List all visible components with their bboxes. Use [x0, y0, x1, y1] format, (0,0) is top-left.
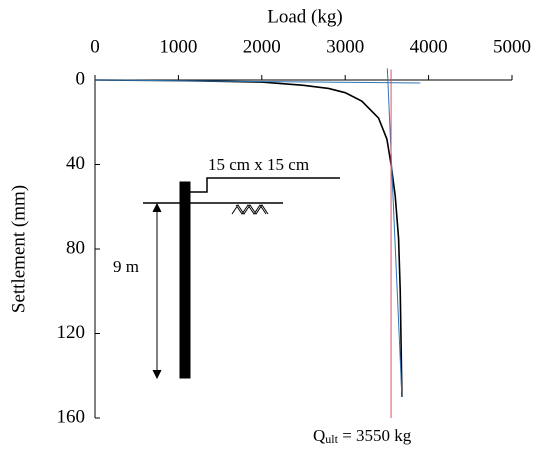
- y-tick-label: 40: [66, 153, 85, 174]
- series-line: [386, 68, 403, 397]
- ground-hatch: [231, 204, 269, 215]
- x-tick-label: 4000: [410, 36, 448, 57]
- leader-line: [190, 177, 340, 193]
- dimension-arrows: [152, 202, 162, 380]
- q: Q: [313, 426, 325, 445]
- x-axis-title: Load (kg): [267, 6, 342, 27]
- x-tick-label: 1000: [159, 36, 197, 57]
- pile-size-label: 15 cm x 15 cm: [208, 155, 309, 174]
- q-sub: ult: [325, 432, 338, 446]
- x-tick-label: 5000: [493, 36, 531, 57]
- y-tick-label: 120: [57, 322, 86, 343]
- y-tick-label: 0: [76, 68, 86, 89]
- y-tick-label: 80: [66, 237, 85, 258]
- series-line: [94, 79, 421, 84]
- pile-diagram: [143, 177, 340, 380]
- qult-label: Qult = 3550 kg: [313, 426, 412, 446]
- q-rest: = 3550 kg: [338, 426, 412, 445]
- y-axis-title: Settlement (mm): [8, 185, 29, 313]
- x-tick-label: 0: [90, 36, 100, 57]
- pile-length-label: 9 m: [113, 257, 139, 276]
- x-tick-label: 2000: [243, 36, 281, 57]
- pile: [179, 181, 191, 379]
- series-line: [94, 79, 403, 397]
- x-tick-label: 3000: [326, 36, 364, 57]
- y-tick-label: 160: [57, 406, 86, 427]
